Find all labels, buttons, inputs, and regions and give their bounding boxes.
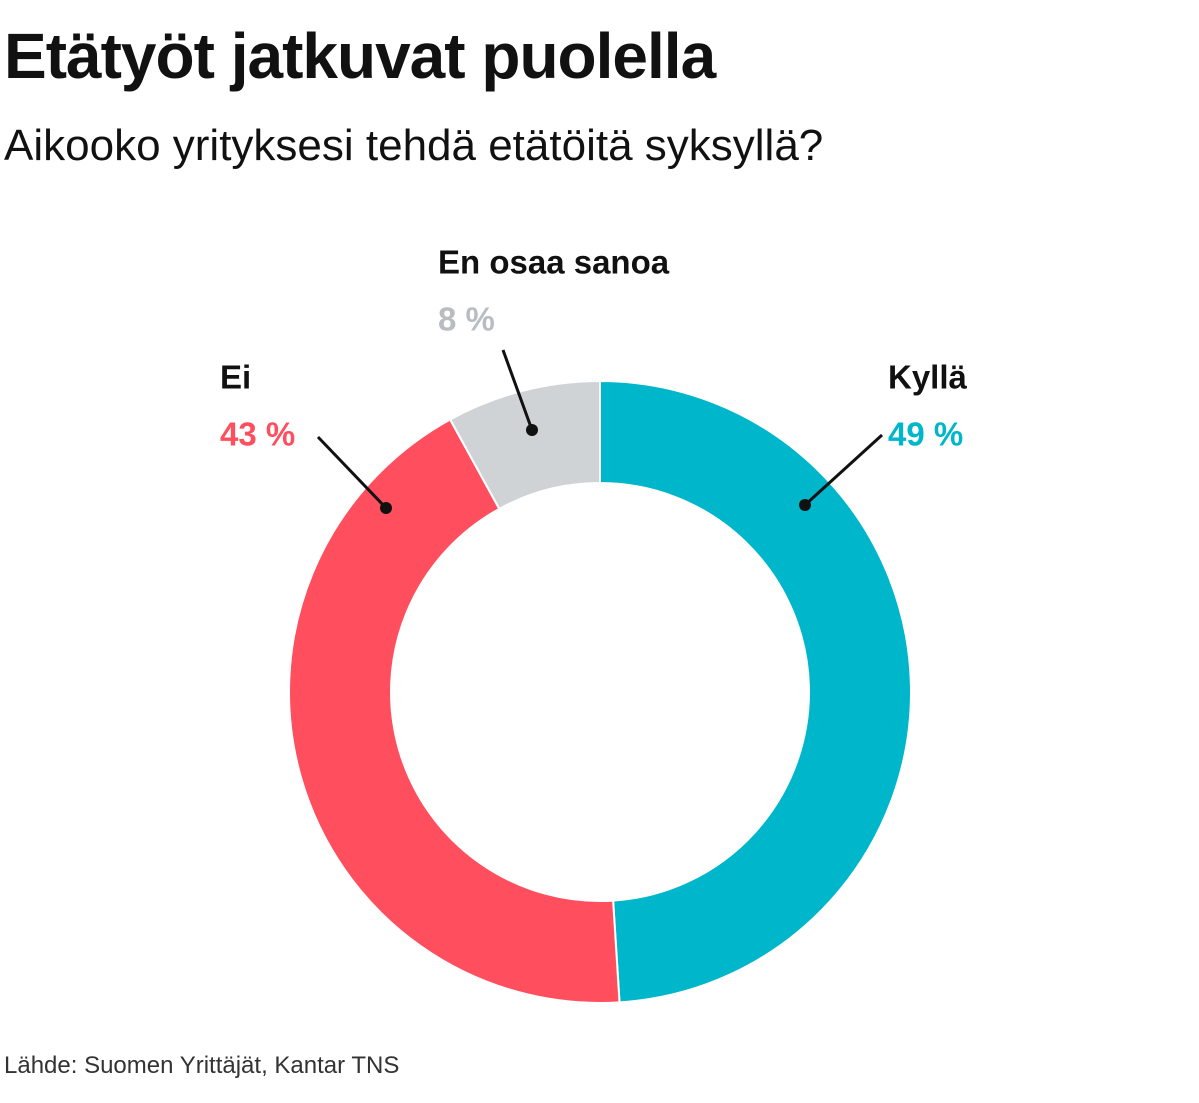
chart-subtitle: Aikooko yrityksesi tehdä etätöitä syksyl… <box>4 121 824 170</box>
leader-dot-ei <box>380 502 392 514</box>
leader-line-en-osaa-sanoa <box>501 349 534 431</box>
slice-labels: Kyllä 49 % Ei 43 % En osaa sanoa 8 % <box>220 244 968 453</box>
leader-lines <box>316 349 884 514</box>
slice-label-ei: Ei <box>220 359 251 396</box>
slice-kylla <box>599 379 913 1004</box>
chart-title: Etätyöt jatkuvat puolella <box>4 20 716 92</box>
slice-value-ei: 43 % <box>220 416 295 453</box>
slice-label-en-osaa-sanoa: En osaa sanoa <box>438 244 670 281</box>
leader-line-ei <box>316 435 388 510</box>
slice-value-kylla: 49 % <box>888 416 963 453</box>
leader-dot-en-osaa-sanoa <box>526 424 538 436</box>
slice-label-kylla: Kyllä <box>888 359 968 396</box>
leader-line-kylla <box>803 433 884 507</box>
slice-ei <box>287 418 621 1004</box>
donut-slices <box>287 379 913 1004</box>
slice-value-en-osaa-sanoa: 8 % <box>438 301 495 338</box>
slice-en-osaa-sanoa <box>448 379 601 511</box>
source-note: Lähde: Suomen Yrittäjät, Kantar TNS <box>4 1052 400 1079</box>
leader-dot-kylla <box>799 499 811 511</box>
